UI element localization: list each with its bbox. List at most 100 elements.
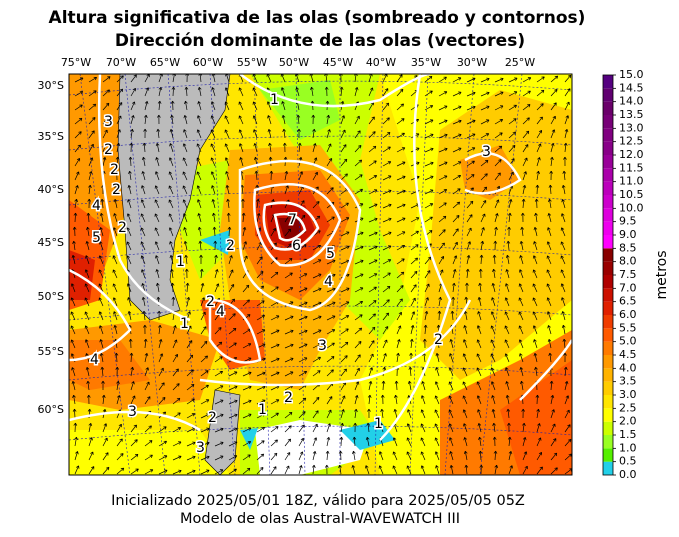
wave-vector — [101, 380, 105, 391]
wave-vector — [270, 315, 280, 321]
wave-vector — [102, 76, 111, 83]
lat-label: 45°S — [38, 236, 64, 249]
wave-vector — [326, 245, 336, 251]
wave-vector — [102, 466, 110, 475]
wave-vector — [340, 144, 347, 153]
wave-vector — [508, 118, 517, 125]
wave-vector — [368, 245, 378, 251]
wave-vector — [183, 115, 188, 125]
wave-vector — [382, 102, 390, 111]
wave-vector — [182, 143, 188, 153]
wave-vector — [88, 184, 92, 195]
colorbar-tick-label: 15.0 — [619, 68, 644, 81]
wave-vector — [563, 352, 567, 363]
wave-vector — [312, 245, 322, 251]
wave-vector — [238, 115, 244, 125]
wave-vector — [534, 366, 538, 377]
wave-vector — [368, 326, 376, 335]
lat-label: 30°S — [38, 79, 64, 92]
wave-vector — [368, 286, 377, 293]
wave-vector — [550, 75, 559, 83]
wave-vector — [396, 118, 405, 125]
wave-vector — [267, 115, 272, 125]
wave-vector — [448, 437, 454, 447]
wave-vector — [101, 394, 106, 405]
wave-vector — [200, 297, 206, 307]
wave-vector — [452, 228, 459, 237]
wave-vector — [183, 227, 188, 237]
wave-vector — [130, 381, 135, 391]
wave-vector — [410, 244, 419, 251]
wave-vector — [438, 133, 448, 139]
wave-vector — [140, 227, 146, 237]
wave-vector — [199, 268, 204, 279]
wave-vector — [507, 422, 511, 433]
wave-vector — [144, 396, 151, 405]
wave-vector — [225, 184, 230, 195]
colorbar: 0.00.51.01.52.02.53.03.54.04.55.05.56.06… — [602, 68, 644, 481]
wave-vector — [396, 147, 406, 153]
wave-vector — [155, 142, 160, 153]
wave-vector — [74, 171, 80, 181]
colorbar-tick-label: 0.0 — [619, 468, 637, 481]
wave-vector — [140, 269, 146, 279]
wave-vector — [169, 129, 174, 139]
wave-vector — [168, 171, 174, 181]
wave-vector — [550, 102, 557, 111]
wave-vector — [186, 296, 191, 307]
wave-vector — [228, 455, 238, 461]
wave-vector — [522, 451, 528, 461]
lon-label: 55°W — [237, 56, 267, 69]
wave-vector — [238, 101, 244, 111]
wave-vector — [270, 426, 279, 433]
wave-vector — [521, 408, 525, 419]
wave-vector — [226, 212, 231, 223]
colorbar-tick-label: 11.5 — [619, 161, 644, 174]
wave-vector — [88, 451, 94, 461]
wave-vector — [532, 283, 538, 293]
wave-vector — [493, 240, 498, 251]
colorbar-bin — [603, 235, 613, 249]
colorbar-bin — [603, 181, 613, 195]
wave-vector — [200, 469, 210, 475]
wave-vector — [128, 338, 133, 349]
wave-vector — [130, 101, 136, 111]
wave-vector — [73, 422, 78, 433]
wave-vector — [522, 104, 531, 111]
wave-vector — [494, 199, 500, 209]
contour-label: 1 — [176, 254, 185, 270]
wave-vector — [130, 366, 135, 377]
lat-label: 50°S — [38, 290, 64, 303]
colorbar-tick-label: 7.0 — [619, 281, 637, 294]
wave-vector — [448, 409, 454, 419]
wave-vector — [183, 129, 188, 139]
wave-vector — [326, 356, 335, 363]
wave-vector — [452, 215, 460, 223]
wave-vector — [354, 287, 364, 293]
wave-vector — [382, 189, 392, 195]
wave-vector — [522, 130, 530, 139]
wave-vector — [368, 340, 375, 349]
wave-vector — [452, 269, 457, 279]
wave-vector — [424, 189, 434, 195]
wave-vector — [466, 174, 475, 181]
wave-vector — [88, 76, 98, 83]
wave-vector — [144, 101, 149, 111]
wave-vector — [354, 381, 360, 391]
wave-vector — [407, 380, 412, 391]
wave-vector — [535, 184, 540, 195]
wave-vector — [550, 143, 555, 153]
wave-vector — [256, 213, 261, 223]
wave-vector — [477, 423, 482, 433]
wave-vector — [144, 469, 154, 475]
wave-vector — [354, 87, 359, 97]
wave-vector — [326, 143, 332, 153]
wave-vector — [102, 143, 108, 153]
wave-vector — [115, 156, 120, 167]
wave-vector — [564, 409, 570, 419]
wave-vector — [452, 255, 458, 265]
wave-vector — [352, 450, 356, 461]
wave-vector — [126, 255, 132, 265]
colorbar-tick-label: 13.0 — [619, 121, 644, 134]
wave-vector — [183, 240, 188, 251]
